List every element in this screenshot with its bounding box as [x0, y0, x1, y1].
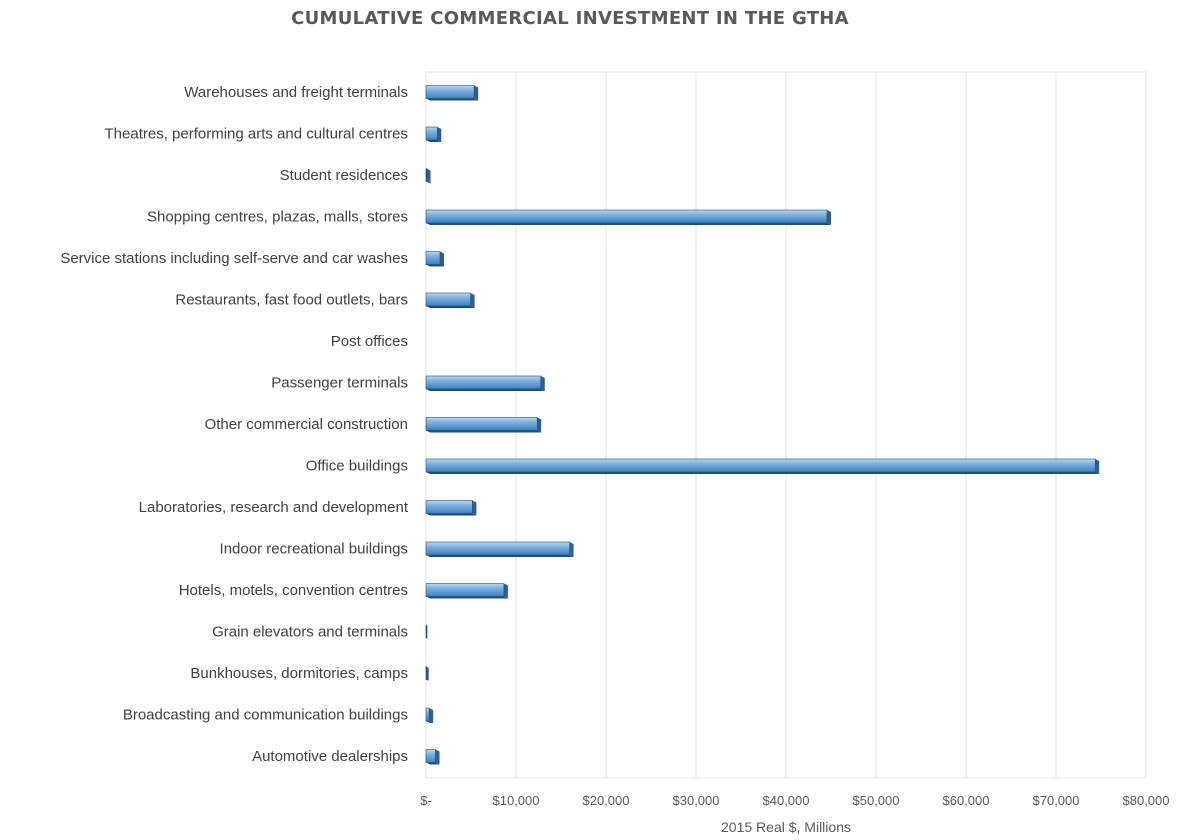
bar-end-face [503, 583, 508, 599]
bar [425, 583, 505, 597]
bar [425, 85, 475, 99]
category-label: Theatres, performing arts and cultural c… [105, 126, 408, 143]
category-label: Warehouses and freight terminals [184, 84, 408, 101]
bar-bottom-face [426, 98, 479, 101]
bar-end-face [1095, 459, 1100, 474]
bar-bottom-face [426, 472, 1100, 474]
bar-end-face [569, 542, 574, 557]
bar-bottom-face [426, 223, 831, 225]
bar-bottom-face [426, 181, 431, 184]
bar [425, 500, 473, 514]
bar [425, 749, 436, 763]
bar [425, 251, 441, 265]
bar-end-face [429, 708, 434, 723]
bar-end-face [426, 168, 431, 184]
category-label: Shopping centres, plazas, malls, stores [147, 209, 408, 226]
category-label: Broadcasting and communication buildings [123, 707, 408, 724]
bar [425, 458, 1096, 473]
bar-end-face [440, 251, 444, 267]
bar-bottom-face [426, 513, 477, 516]
bar [425, 707, 430, 722]
bar [425, 292, 471, 307]
bar-end-face [540, 376, 545, 391]
category-label: Grain elevators and terminals [212, 624, 408, 641]
x-tick-label: $80,000 [1123, 793, 1170, 808]
x-axis-title: 2015 Real $, Millions [721, 819, 851, 835]
category-label: Other commercial construction [205, 416, 408, 433]
category-label: Office buildings [306, 458, 408, 475]
bar-bottom-face [426, 389, 545, 391]
bar-bottom-face [426, 264, 444, 267]
bar [425, 126, 438, 141]
x-tick-label: $50,000 [853, 793, 900, 808]
category-label: Bunkhouses, dormitories, camps [190, 665, 408, 682]
bar-end-face [437, 127, 442, 142]
category-label: Hotels, motels, convention centres [179, 582, 408, 599]
bar-end-face [472, 500, 477, 516]
category-label: Restaurants, fast food outlets, bars [175, 292, 408, 309]
category-label: Student residences [280, 167, 408, 184]
bar [425, 666, 427, 680]
bar-end-face [474, 85, 479, 101]
category-label: Post offices [331, 333, 408, 350]
bar-bottom-face [426, 306, 475, 308]
bar [425, 168, 427, 182]
bar-end-face [537, 417, 542, 433]
chart-title: CUMULATIVE COMMERCIAL INVESTMENT IN THE … [291, 8, 849, 29]
bar [425, 417, 538, 431]
bar-bottom-face [426, 555, 574, 557]
bar-bottom-face [426, 430, 542, 433]
bar-bottom-face [426, 596, 508, 599]
category-label: Service stations including self-serve an… [60, 250, 408, 267]
category-label: Automotive dealerships [252, 748, 408, 765]
bar-end-face [827, 210, 831, 225]
bar [425, 375, 542, 390]
bar-end-face [470, 293, 475, 308]
x-tick-label: $30,000 [673, 793, 720, 808]
bar [425, 624, 427, 639]
category-label: Laboratories, research and development [139, 499, 409, 516]
x-tick-label: $20,000 [583, 793, 630, 808]
x-tick-label: $- [420, 793, 432, 808]
category-label: Indoor recreational buildings [220, 541, 408, 558]
bar [425, 209, 828, 224]
x-tick-label: $60,000 [943, 793, 990, 808]
bar-bottom-face [426, 140, 442, 142]
bar-bottom-face [426, 721, 434, 723]
x-tick-label: $40,000 [763, 793, 810, 808]
category-label: Passenger terminals [271, 375, 408, 392]
bar-bottom-face [426, 762, 440, 765]
bar [425, 541, 570, 556]
x-tick-label: $70,000 [1033, 793, 1080, 808]
x-tick-label: $10,000 [493, 793, 540, 808]
bar-end-face [435, 749, 440, 765]
